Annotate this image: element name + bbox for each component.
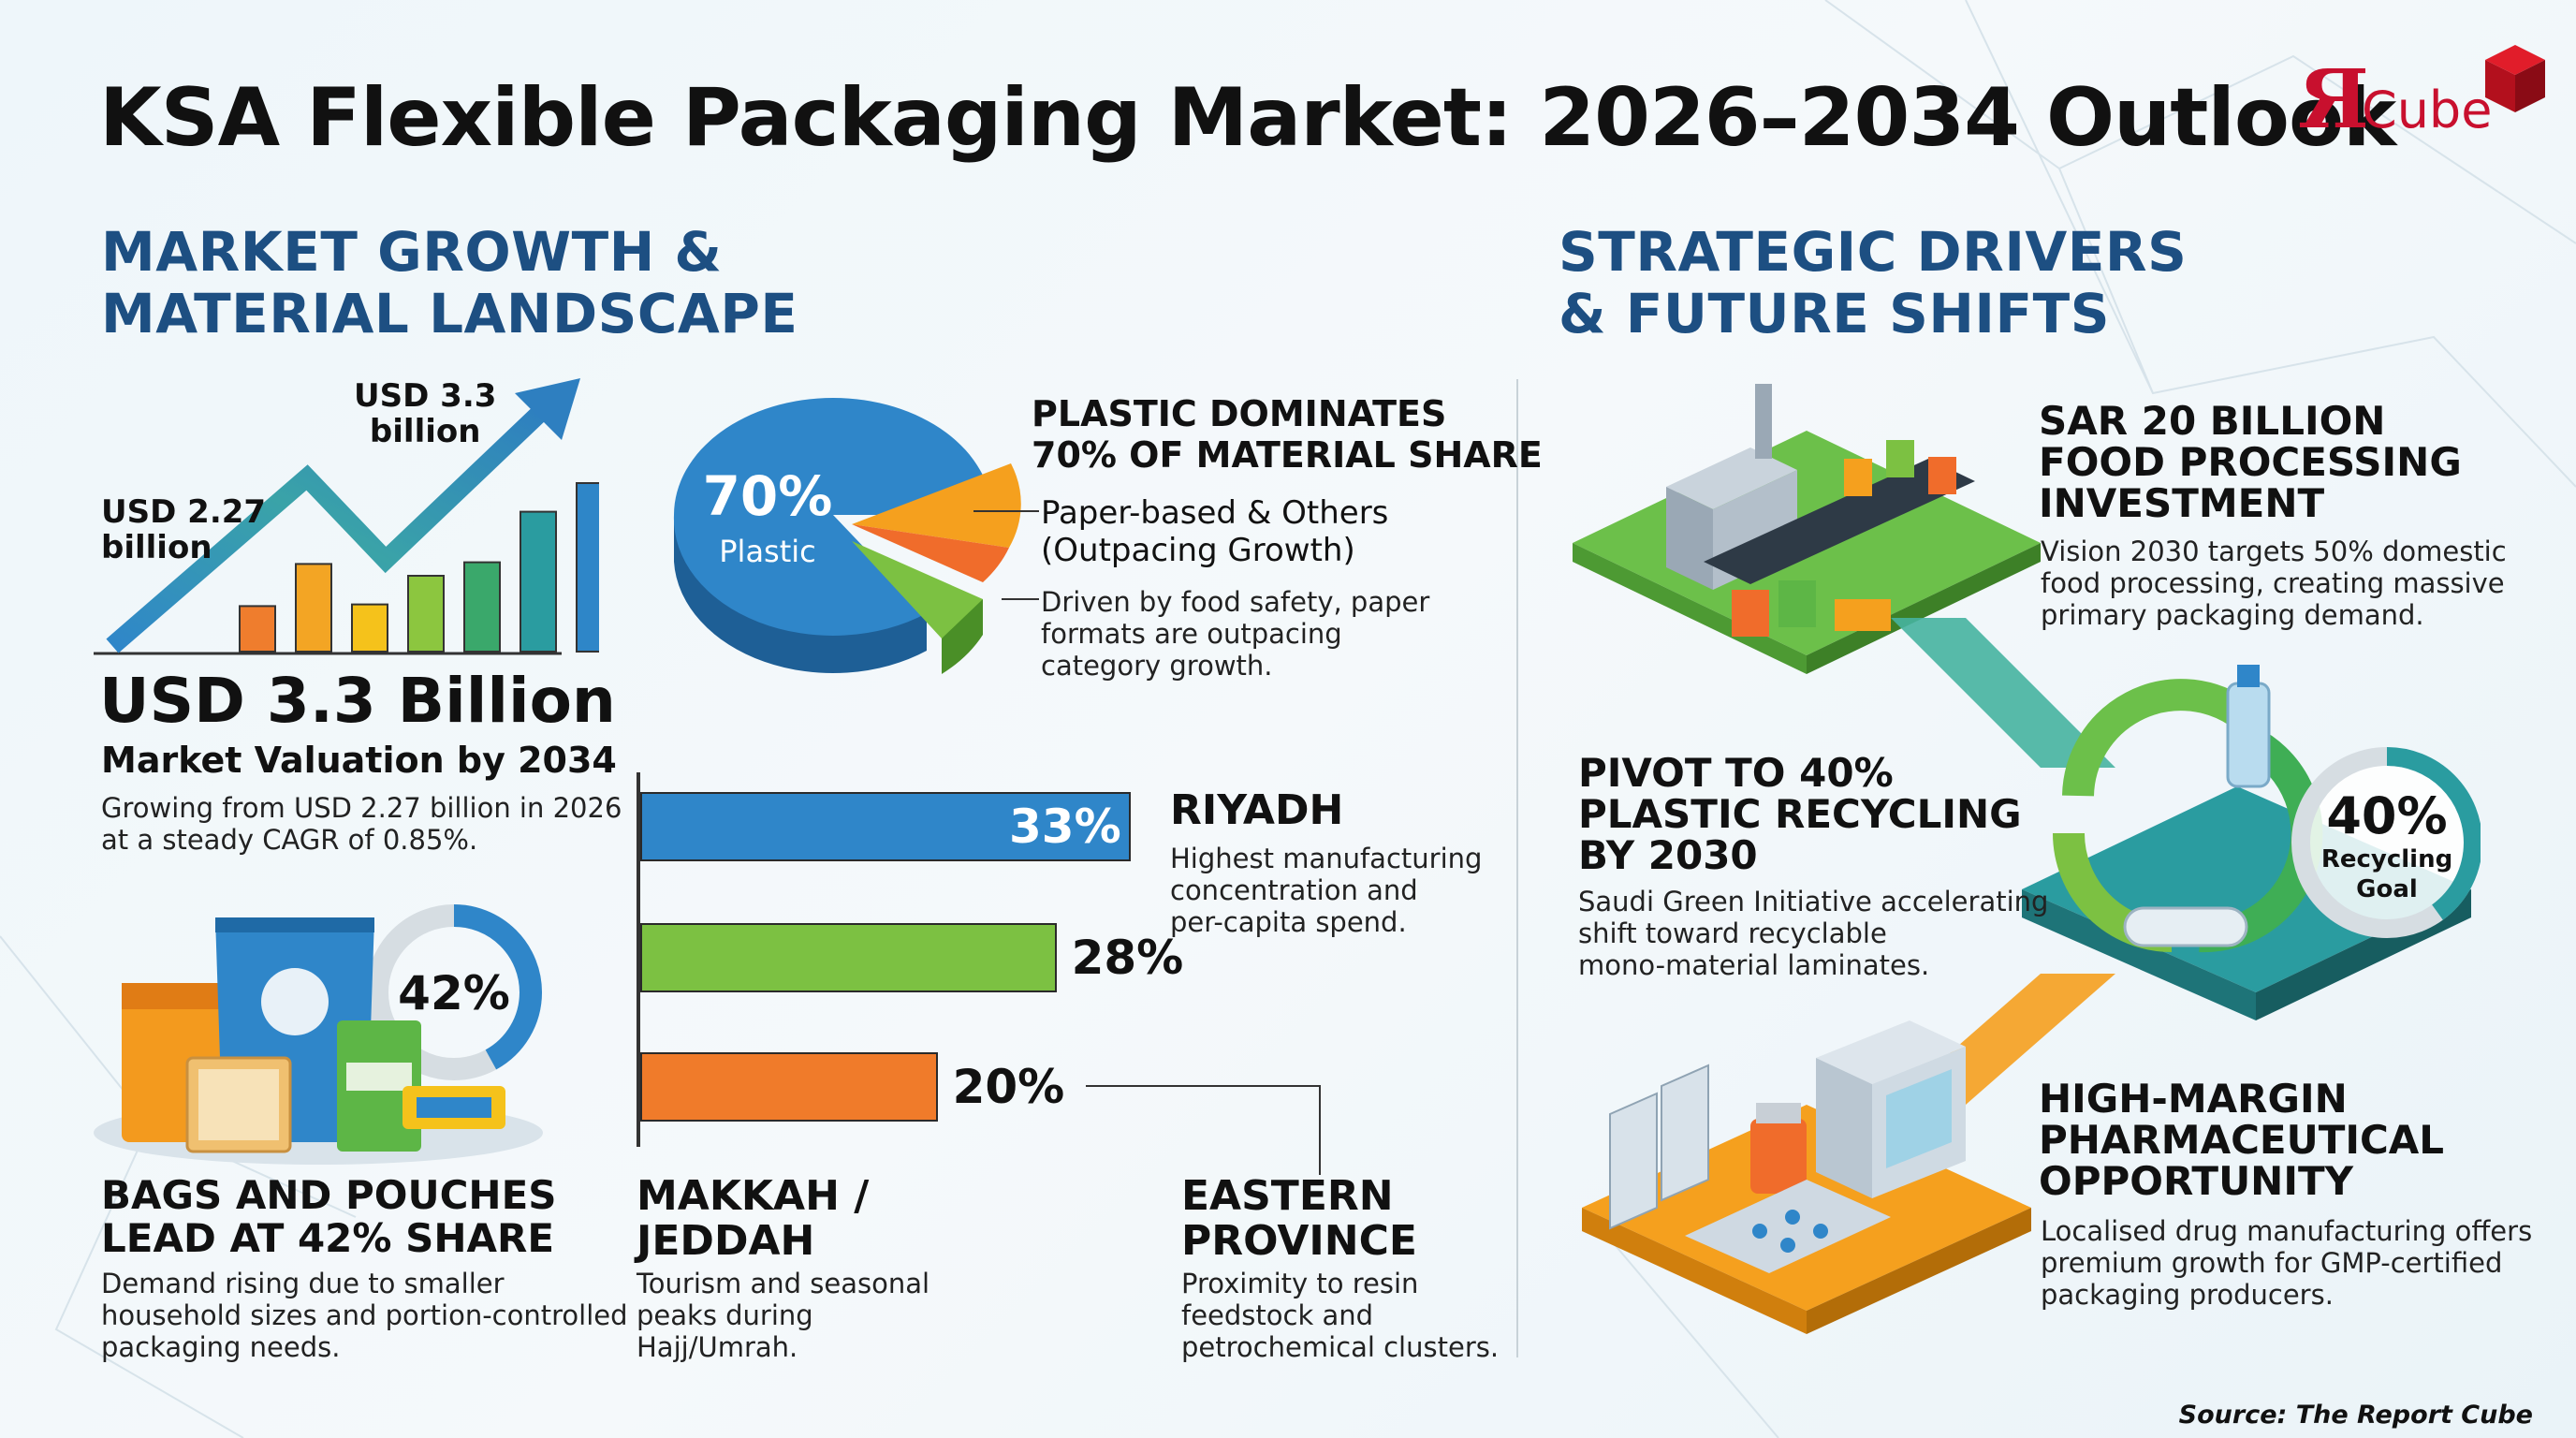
eastern-name: EASTERN PROVINCE: [1181, 1172, 1417, 1265]
pharma-title: HIGH-MARGIN PHARMACEUTICAL OPPORTUNITY: [2039, 1076, 2445, 1204]
bags-title: BAGS AND POUCHES LEAD AT 42% SHARE: [101, 1172, 557, 1261]
logo-text: Cube: [2362, 81, 2492, 139]
pie-depth-green: [942, 599, 983, 674]
left-section-heading: MARKET GROWTH & MATERIAL LANDSCAPE: [101, 221, 798, 345]
pie-slice-paper: [852, 463, 1021, 548]
material-title: PLASTIC DOMINATES 70% OF MATERIAL SHARE: [1032, 393, 1543, 476]
left-heading-line2: MATERIAL LANDSCAPE: [101, 282, 798, 345]
material-desc: Driven by food safety, paper formats are…: [1041, 586, 1430, 682]
clear-pouch-icon: [185, 1056, 292, 1153]
eastern-desc: Proximity to resin feedstock and petroch…: [1181, 1268, 1500, 1363]
riyadh-desc: Highest manufacturing concentration and …: [1170, 843, 1483, 938]
film-roll-icon: [2123, 906, 2248, 947]
growth-bar-6: [520, 510, 557, 653]
market-value-desc: Growing from USD 2.27 billion in 2026 at…: [101, 792, 622, 856]
growth-start-label: USD 2.27 billion: [101, 493, 267, 566]
region-bar-axis: [637, 772, 640, 1147]
material-callout: Paper-based & Others (Outpacing Growth): [1041, 494, 1389, 569]
growth-bar-2: [295, 563, 332, 653]
logo-mark: Я: [2298, 52, 2369, 144]
food-title: SAR 20 BILLION FOOD PROCESSING INVESTMEN…: [2039, 398, 2462, 526]
recycling-gauge-value: 40%: [2326, 786, 2447, 845]
red-cube-icon: [2485, 45, 2545, 112]
down-arrow-teal: [1891, 618, 2115, 768]
pie-slice-other2: [852, 541, 983, 638]
growth-bar-7: [576, 482, 599, 653]
growth-bar-4: [407, 575, 445, 653]
region-bar-value-3: 20%: [952, 1060, 1065, 1114]
green-pouch-icon: [337, 1020, 421, 1152]
pharma-illustration: [1582, 1020, 2031, 1334]
donut-gauge: 42%: [366, 904, 542, 1080]
recycling-title: PIVOT TO 40% PLASTIC RECYCLING BY 2030: [1578, 750, 2022, 878]
right-heading-line2: & FUTURE SHIFTS: [1559, 282, 2110, 345]
region-bar-value-2: 28%: [1071, 931, 1184, 985]
growth-bar-3: [351, 603, 388, 653]
page-title: KSA Flexible Packaging Market: 2026–2034…: [99, 71, 2396, 165]
report-cube-logo: Я Cube: [2298, 45, 2545, 144]
recycling-gauge-label1: Recycling: [2321, 845, 2452, 873]
makkah-desc: Tourism and seasonal peaks during Hajj/U…: [637, 1268, 930, 1363]
recycling-desc: Saudi Green Initiative accelerating shif…: [1578, 886, 2049, 981]
right-section-heading: STRATEGIC DRIVERS & FUTURE SHIFTS: [1559, 221, 2187, 345]
growth-graphic: [94, 378, 599, 655]
recycling-gauge: 40% Recycling Goal: [2291, 747, 2481, 938]
bags-donut-value: 42%: [398, 966, 510, 1020]
growth-end-label: USD 3.3 billion: [354, 377, 497, 450]
pills-tray-icon: [1685, 1180, 1891, 1273]
market-value-subhead: Market Valuation by 2034: [101, 740, 617, 781]
eastern-connector-line: [1086, 1085, 1321, 1175]
packaged-food-icon: [1732, 580, 1891, 637]
snack-bar-icon: [402, 1086, 505, 1129]
region-bar-1: [640, 792, 1131, 861]
pie-slice-plastic-top: [674, 398, 992, 515]
blister-pack-icon: [1609, 1064, 1709, 1230]
pie-slice-other: [852, 524, 1009, 582]
recycling-gauge-label2: Goal: [2356, 875, 2418, 903]
pie-value: 70%: [703, 464, 833, 528]
right-heading-line1: STRATEGIC DRIVERS: [1559, 220, 2188, 284]
food-processing-illustration: [1573, 384, 2041, 674]
pie-label: Plastic: [719, 534, 816, 569]
recycling-illustration: 40% Recycling Goal: [2022, 665, 2481, 1020]
pie-callout-lines: [973, 510, 1039, 600]
left-heading-line1: MARKET GROWTH &: [101, 220, 723, 284]
growth-bar-1: [239, 605, 276, 653]
section-divider: [1516, 379, 1518, 1357]
region-bar-value-1: 33%: [1009, 800, 1121, 854]
market-value-big: USD 3.3 Billion: [99, 665, 616, 737]
pharma-desc: Localised drug manufacturing offers prem…: [2041, 1215, 2533, 1311]
riyadh-name: RIYADH: [1170, 786, 1344, 834]
medicine-bottle-icon: [1750, 1103, 1807, 1194]
arrow-head-icon: [515, 378, 580, 440]
growth-arrow-icon: [106, 403, 549, 653]
bottle-icon: [2226, 665, 2271, 788]
source-note: Source: The Report Cube: [2178, 1401, 2533, 1430]
cleanroom-cabinet-icon: [1816, 1020, 1966, 1198]
bags-desc: Demand rising due to smaller household s…: [101, 1268, 628, 1363]
region-bar-3: [640, 1052, 938, 1122]
region-bar-2: [640, 923, 1057, 992]
material-pie: 70% Plastic: [673, 398, 1021, 674]
makkah-name: MAKKAH / JEDDAH: [637, 1172, 870, 1265]
food-desc: Vision 2030 targets 50% domestic food pr…: [2041, 536, 2507, 631]
bags-pouches-illustration: 42%: [94, 904, 543, 1165]
pie-slice-plastic-bottom: [673, 515, 927, 636]
growth-bar-5: [463, 561, 501, 653]
conveyor-icon: [1704, 440, 1975, 584]
